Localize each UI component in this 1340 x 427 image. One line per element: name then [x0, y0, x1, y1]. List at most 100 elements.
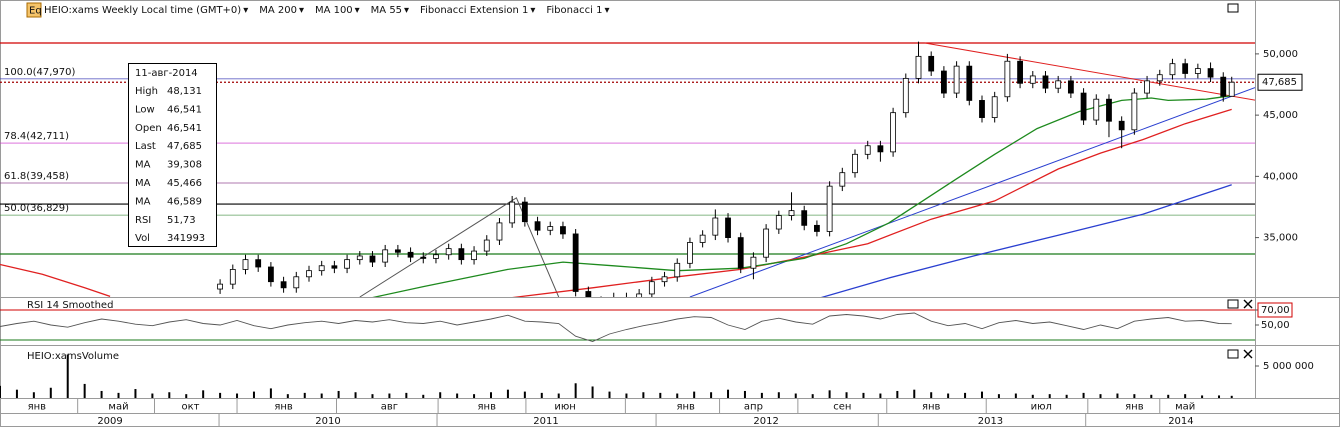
- info-label: Open: [135, 123, 162, 134]
- volume-bar: [659, 392, 662, 398]
- candle-body: [1194, 68, 1201, 74]
- y-tick-label: 50,00: [1261, 320, 1290, 331]
- volume-bar: [185, 394, 188, 398]
- dropdown-arrow: ▾: [355, 5, 360, 16]
- candle-body: [1017, 60, 1023, 84]
- last-price-label: 47,685: [1262, 77, 1297, 88]
- fib-label: 78.4(42,711): [4, 131, 69, 142]
- last-price-box: [1257, 73, 1303, 91]
- volume-bar: [0, 385, 1, 398]
- candle-body: [750, 256, 757, 269]
- x-tick-label: янв: [676, 402, 695, 413]
- overlay: 100.0(47,970) 78.4(42,711) 61.8(39,458) 50.…: [4, 63, 217, 247]
- level-box: [1257, 302, 1293, 318]
- dropdown-arrow: ▾: [243, 5, 248, 16]
- plot-area: [0, 309, 1255, 342]
- info-value: 45,466: [167, 178, 202, 189]
- volume-bar: [710, 392, 713, 398]
- volume-bar: [760, 392, 763, 398]
- candle-body: [1207, 68, 1214, 78]
- info-date: 11-авг-2014: [135, 68, 198, 79]
- dropdown-arrow: ▾: [604, 5, 609, 16]
- rsi-panel: 70,00 50,00 RSI 14 Smoothed: [0, 300, 1293, 342]
- legend-item[interactable]: Fibonacci Extension 1: [420, 5, 528, 16]
- candle-body: [674, 262, 681, 278]
- candle-body: [420, 256, 427, 259]
- volume-bar: [286, 394, 289, 398]
- x-tick-label: сен: [833, 402, 851, 413]
- info-label: MA: [135, 160, 151, 171]
- window-buttons[interactable]: [1227, 3, 1253, 359]
- year-label: 2011: [533, 416, 558, 427]
- volume-bar: [134, 389, 137, 398]
- volume-bar: [32, 392, 35, 398]
- volume-bar: [743, 390, 746, 398]
- candle-body: [1106, 98, 1112, 122]
- x-tick-label: май: [1175, 402, 1195, 413]
- volume-bar: [506, 389, 509, 398]
- volume-bar: [557, 393, 560, 398]
- candle-body: [585, 291, 592, 297]
- volume-bar: [1133, 394, 1136, 398]
- volume-bar: [794, 393, 797, 398]
- info-label: High: [135, 86, 158, 97]
- legend-item[interactable]: MA 100: [315, 5, 353, 16]
- volume-bar: [845, 392, 848, 398]
- x-tick-label: янв: [28, 402, 47, 413]
- info-label: Low: [135, 104, 155, 115]
- y-tick-label: 35,000: [1263, 233, 1298, 244]
- volume-bar: [15, 389, 18, 398]
- volume-bar: [1048, 394, 1051, 398]
- candle-body: [306, 270, 312, 278]
- y-tick-label: 40,000: [1263, 171, 1298, 182]
- candle-body: [877, 145, 884, 153]
- volume-panel: 5 000 000 HEIO:xamsVolume: [0, 351, 1314, 398]
- candle-body: [1093, 98, 1100, 121]
- volume-bar: [117, 392, 120, 398]
- candle-body: [953, 65, 960, 94]
- info-value: 46,589: [167, 196, 202, 207]
- volume-bar: [83, 383, 86, 398]
- candle-body: [547, 226, 554, 231]
- volume-bar: [879, 393, 882, 398]
- candle-body: [636, 293, 643, 297]
- volume-bar: [930, 392, 933, 398]
- candle-body: [318, 265, 325, 272]
- volume-bar: [236, 393, 239, 398]
- candle-body: [687, 242, 693, 264]
- volume-bar: [913, 389, 916, 398]
- legend-item[interactable]: MA 55: [371, 5, 402, 16]
- icon-box: [26, 2, 42, 18]
- candle-body: [1182, 63, 1189, 74]
- volume-bar: [574, 383, 577, 398]
- volume-bar: [676, 393, 679, 398]
- volume-bar: [947, 393, 950, 398]
- year-label: 2012: [753, 416, 778, 427]
- volume-bar: [269, 388, 272, 398]
- volume-bar: [252, 391, 255, 398]
- volume-bar: [523, 391, 526, 398]
- candle-body: [293, 276, 300, 289]
- candle-body: [928, 55, 935, 72]
- legend-item[interactable]: Fibonacci 1: [546, 5, 602, 16]
- candle-body: [407, 251, 414, 258]
- candle-body: [509, 201, 516, 224]
- candle-body: [471, 250, 477, 261]
- legend-item[interactable]: HEIO:xams Weekly Local time (GMT+0): [44, 5, 241, 16]
- moving-average: [372, 95, 1232, 297]
- x-tick-label: май: [108, 402, 128, 413]
- volume-bar: [405, 392, 408, 398]
- volume-bar: [151, 393, 154, 398]
- volume-bar: [828, 390, 831, 398]
- volume-bar: [354, 392, 357, 398]
- candle-body: [940, 70, 947, 94]
- volume-bar: [320, 393, 323, 398]
- volume-bar: [964, 392, 967, 398]
- candle-body: [661, 276, 668, 283]
- volume-bar: [1218, 395, 1221, 398]
- candle-body: [1004, 60, 1011, 98]
- candle-body: [1080, 92, 1087, 121]
- candle-body: [534, 221, 541, 231]
- legend-item[interactable]: MA 200: [259, 5, 297, 16]
- x-tick-label: янв: [922, 402, 941, 413]
